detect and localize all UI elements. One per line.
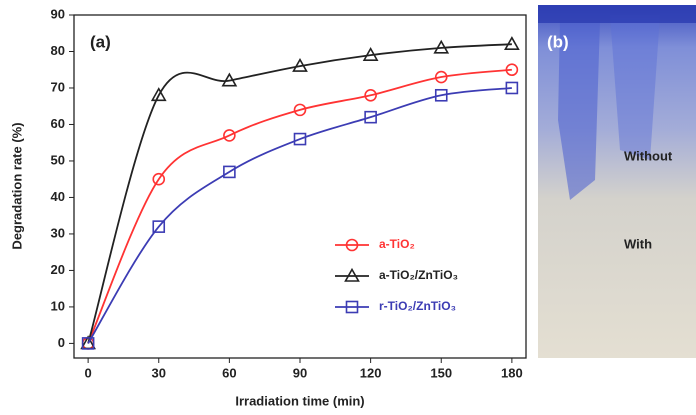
data-point [434,88,448,102]
data-point [364,88,377,102]
x-tick-label: 120 [360,365,382,380]
x-tick-label: 30 [152,365,166,380]
y-tick-label: 10 [51,298,65,313]
x-tick-label: 180 [501,365,523,380]
data-point [152,220,166,233]
photo-panel-label: (b) [547,32,569,51]
y-tick-label: 50 [51,152,65,167]
series-line [87,87,512,344]
x-tick-label: 60 [222,365,236,380]
data-point [433,39,450,54]
data-point [364,110,377,124]
data-point [150,87,167,102]
y-axis-label: Degradation rate (%) [9,122,24,249]
data-point [293,103,307,117]
legend-label: a-TiO₂/ZnTiO₃ [379,268,458,282]
data-point [81,337,95,350]
data-point [292,57,308,72]
data-point [362,47,379,61]
y-tick-label: 40 [51,189,65,204]
x-tick-label: 90 [293,365,307,380]
data-point [504,36,520,50]
legend-marker [344,267,360,282]
data-point [223,165,236,179]
legend-marker [345,300,359,314]
data-point [293,132,307,146]
y-tick-label: 80 [51,43,65,58]
legend-marker [345,238,359,252]
x-tick-label: 0 [85,365,92,380]
photo-label: Without [624,148,673,163]
stain [610,15,660,160]
x-tick-label: 150 [430,365,452,380]
stain [558,20,600,200]
panel-label: (a) [90,32,111,51]
data-point [505,81,519,95]
x-axis-label: Irradiation time (min) [235,393,364,408]
stain [538,5,696,23]
photo-panel: (b) Without With [538,5,696,358]
y-tick-label: 70 [51,79,65,94]
data-point [221,72,238,87]
y-tick-label: 0 [58,335,65,350]
y-tick-label: 60 [51,116,65,131]
legend-label: r-TiO₂/ZnTiO₃ [379,299,456,313]
data-point [223,129,236,142]
series-line [87,68,512,344]
series-line [87,43,512,344]
y-tick-label: 30 [51,225,65,240]
data-point [434,70,448,84]
legend-label: a-TiO₂ [379,237,415,251]
y-tick-label: 90 [51,6,65,21]
y-tick-label: 20 [51,262,65,277]
data-point [505,63,519,77]
data-point [152,172,166,186]
photo-label: With [624,236,652,251]
